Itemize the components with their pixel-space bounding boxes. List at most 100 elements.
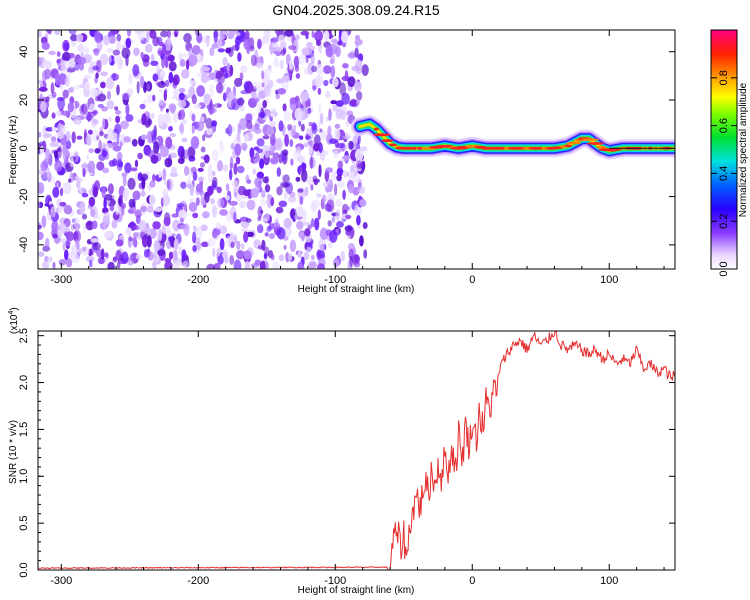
noise-blob	[348, 140, 354, 150]
noise-blob	[171, 213, 179, 218]
noise-blob	[196, 241, 202, 250]
colorbar-title: Normalized spectral amplitude	[738, 82, 749, 217]
noise-blob	[56, 110, 62, 117]
noise-blob	[179, 58, 186, 67]
noise-blob	[243, 250, 253, 260]
noise-blob	[115, 204, 120, 216]
noise-blob	[62, 242, 66, 251]
noise-blob	[79, 62, 84, 71]
signal-hotspot	[412, 146, 417, 150]
noise-blob	[168, 251, 174, 260]
snr-line	[38, 331, 675, 570]
noise-blob	[306, 41, 313, 48]
noise-blob	[41, 70, 48, 82]
noise-blob	[112, 72, 116, 82]
noise-blob	[110, 30, 120, 35]
snr-y-tick-label: 2.5	[18, 328, 30, 343]
noise-blob	[86, 111, 92, 122]
noise-blob	[310, 218, 315, 228]
noise-blob	[272, 260, 280, 269]
noise-blob	[342, 62, 349, 69]
noise-blob	[132, 190, 141, 201]
noise-blob	[298, 54, 306, 65]
noise-blob	[180, 53, 189, 58]
noise-blob	[193, 104, 202, 109]
noise-blob	[125, 227, 132, 234]
snr-frame	[37, 330, 676, 571]
noise-blob	[283, 191, 288, 200]
noise-blob	[65, 258, 73, 268]
noise-blob	[213, 30, 218, 44]
noise-blob	[202, 134, 206, 142]
noise-blob	[210, 198, 215, 205]
noise-blob	[109, 204, 115, 212]
noise-blob	[232, 180, 240, 193]
noise-blob	[261, 70, 265, 80]
noise-blob	[250, 263, 260, 268]
noise-blob	[336, 179, 345, 189]
noise-blob	[268, 233, 275, 240]
noise-blob	[217, 74, 225, 84]
noise-blob	[262, 135, 270, 140]
noise-blob	[294, 64, 300, 72]
noise-blob	[234, 143, 242, 156]
noise-blob	[289, 139, 294, 147]
noise-blob	[139, 103, 146, 110]
noise-blob	[182, 260, 189, 268]
noise-blob	[347, 52, 356, 59]
noise-blob	[38, 231, 44, 241]
noise-blob	[192, 245, 197, 252]
noise-blob	[353, 254, 360, 263]
noise-blob	[219, 238, 225, 251]
noise-blob	[317, 119, 321, 133]
noise-blob	[106, 90, 112, 100]
noise-blob	[137, 152, 143, 160]
noise-blob	[356, 99, 360, 106]
noise-blob	[44, 237, 50, 249]
noise-blob	[240, 65, 248, 74]
noise-blob	[287, 253, 293, 262]
noise-blob	[107, 261, 115, 269]
noise-blob	[256, 138, 265, 147]
noise-blob	[179, 224, 188, 230]
noise-blob	[154, 207, 162, 213]
noise-blob	[92, 186, 99, 198]
noise-blob	[243, 39, 251, 50]
noise-blob	[201, 66, 211, 71]
noise-blob	[211, 43, 219, 49]
noise-blob	[309, 146, 313, 155]
noise-blob	[302, 221, 312, 226]
noise-blob	[263, 85, 272, 97]
signal-hotspot	[581, 138, 599, 142]
noise-blob	[294, 215, 298, 220]
noise-blob	[207, 237, 216, 247]
noise-blob	[290, 158, 294, 166]
noise-blob	[47, 30, 52, 35]
noise-blob	[96, 135, 100, 141]
noise-blob	[201, 241, 209, 248]
noise-blob	[323, 182, 328, 188]
noise-blob	[216, 186, 222, 194]
noise-blob	[165, 108, 169, 113]
noise-blob	[199, 162, 206, 168]
noise-blob	[38, 251, 45, 257]
signal-hotspot	[586, 142, 605, 145]
noise-blob	[44, 255, 49, 263]
noise-blob	[283, 72, 291, 83]
noise-blob	[71, 254, 81, 263]
spec-x-tick-label: -300	[50, 274, 72, 286]
noise-blob	[156, 64, 160, 75]
noise-blob	[65, 140, 72, 150]
noise-blob	[333, 149, 339, 159]
noise-blob	[334, 128, 341, 141]
noise-blob	[233, 211, 237, 223]
noise-blob	[325, 90, 331, 99]
noise-blob	[283, 217, 293, 229]
noise-blob	[229, 64, 234, 77]
noise-blob	[229, 168, 233, 181]
noise-blob	[38, 201, 41, 209]
noise-blob	[303, 143, 310, 148]
noise-blob	[50, 206, 56, 218]
noise-blob	[150, 112, 155, 119]
noise-blob	[291, 129, 296, 136]
